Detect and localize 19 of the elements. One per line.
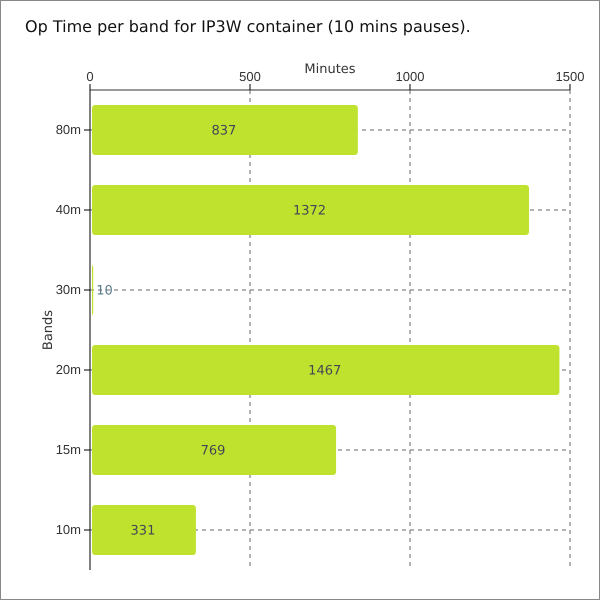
data-label: 837 (212, 124, 236, 139)
data-label: 1372 (292, 204, 326, 219)
y-tick-label: 10m (56, 522, 81, 538)
chart-title: Op Time per band for IP3W container (10 mins pauses). (25, 17, 471, 36)
y-tick-label: 20m (56, 362, 81, 378)
y-tick-label: 80m (56, 122, 81, 138)
y-tick-label: 15m (56, 442, 81, 458)
y-tick-label: 40m (56, 202, 81, 218)
data-label: 10 (96, 284, 113, 299)
x-tick-label: 1500 (556, 69, 584, 84)
y-tick-label: 30m (56, 282, 81, 298)
x-axis-title: Minutes (304, 62, 356, 77)
x-tick-label: 0 (86, 69, 94, 84)
data-label: 331 (130, 524, 156, 539)
y-axis-title: Bands (41, 310, 56, 350)
x-tick-label: 500 (239, 69, 261, 84)
data-label: 769 (200, 444, 226, 459)
x-tick-label: 1000 (396, 69, 424, 84)
data-label: 1467 (308, 364, 342, 379)
